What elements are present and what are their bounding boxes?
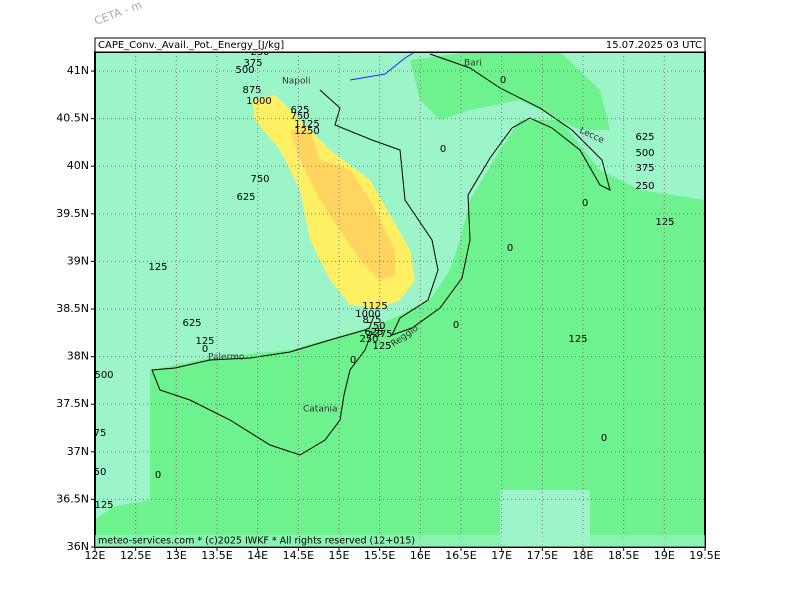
x-tick-label: 12.5E: [120, 549, 151, 562]
x-tick-label: 16.5E: [445, 549, 476, 562]
contour-label: 1000: [246, 96, 271, 107]
contour-label: 750: [250, 174, 269, 185]
low-cape-area: [95, 52, 705, 547]
contour-label: 625: [364, 327, 383, 338]
title: CAPE_Conv._Avail._Pot._Energy_[J/kg]: [98, 40, 284, 51]
contour-label: 0: [155, 470, 161, 481]
contour-label: 1250: [294, 126, 319, 137]
valid-time: 15.07.2025 03 UTC: [606, 40, 702, 51]
y-tick-label: 40.5N: [56, 112, 89, 125]
y-tick-label: 38.5N: [56, 302, 89, 315]
contour-label: 1125: [362, 301, 387, 312]
coastline: [319, 53, 611, 336]
contour-label: 875: [362, 315, 381, 326]
contour-label: 500: [94, 370, 113, 381]
map-area: 250 375 500 875 1000 625 750 1125 1250 7…: [94, 47, 705, 547]
x-tick-label: 19E: [654, 549, 675, 562]
y-tick-label: 41N: [67, 64, 89, 77]
city-label: Napoli: [282, 77, 310, 87]
y-tick-label: 36N: [67, 540, 89, 553]
contour-label: 1000: [355, 309, 380, 320]
contour-label: 625: [236, 192, 255, 203]
contour-label: 125: [568, 334, 587, 345]
x-tick-label: 12E: [85, 549, 106, 562]
x-tick-label: 18.5E: [608, 549, 639, 562]
contour-label: 75: [94, 428, 107, 439]
x-tick-label: 18E: [573, 549, 594, 562]
x-tick-label: 15E: [329, 549, 350, 562]
contour-label: 125: [372, 341, 391, 352]
x-tick-label: 13E: [166, 549, 187, 562]
contour-label: 625: [290, 105, 309, 116]
coastline: [151, 329, 373, 456]
contour-label: 0: [453, 320, 459, 331]
corner-label: CETA - m: [93, 0, 144, 28]
y-tick-label: 40N: [67, 159, 89, 172]
contour-label: 125: [148, 262, 167, 273]
x-tick-label: 14.5E: [283, 549, 314, 562]
footer: meteo-services.com * (c)2025 IWKF * All …: [98, 536, 415, 547]
x-tick-label: 17E: [491, 549, 512, 562]
contour-label: 375: [373, 329, 392, 340]
contour-label: 0: [440, 144, 446, 155]
contour-label: 625: [635, 132, 654, 143]
x-tick-label: 17.5E: [527, 549, 558, 562]
x-tick-label: 16E: [410, 549, 431, 562]
contour-label: 50: [94, 467, 107, 478]
contour-label: 0: [202, 344, 208, 355]
header-bar: [94, 37, 706, 53]
contour-label: 0: [601, 433, 607, 444]
city-label: Bari: [464, 59, 482, 69]
contour-label: 375: [635, 163, 654, 174]
contour-label: 250: [250, 47, 269, 58]
y-tick-label: 39.5N: [56, 207, 89, 220]
y-tick-label: 36.5N: [56, 492, 89, 505]
contour-label: 250: [359, 334, 378, 345]
river: [349, 52, 416, 81]
contour-label: 375: [243, 58, 262, 69]
y-tick-label: 37.5N: [56, 397, 89, 410]
contour-label: 750: [366, 321, 385, 332]
contour-label: 0: [507, 243, 513, 254]
y-tick-label: 37N: [67, 445, 89, 458]
city-label: Palermo: [208, 353, 245, 363]
contour-label: 125: [195, 336, 214, 347]
contour-label: 0: [500, 75, 506, 86]
contour-label: 750: [290, 111, 309, 122]
contour-label: 875: [242, 85, 261, 96]
contour-label: 1125: [294, 119, 319, 130]
contour-label: 500: [635, 148, 654, 159]
contour-label: 625: [182, 318, 201, 329]
contour-label: 500: [235, 65, 254, 76]
sea-patch: [95, 370, 590, 547]
x-tick-label: 14E: [247, 549, 268, 562]
contour-label: 125: [94, 500, 113, 511]
contour-label: 125: [655, 217, 674, 228]
y-tick-label: 39N: [67, 254, 89, 267]
contour-label: 0: [350, 355, 356, 366]
footer-bar: [95, 535, 705, 547]
contour-label: 250: [635, 181, 654, 192]
cape-orange: [290, 130, 395, 280]
x-tick-label: 15.5E: [364, 549, 395, 562]
city-label: Catania: [303, 405, 338, 415]
x-tick-label: 13.5E: [201, 549, 232, 562]
x-tick-label: 19.5E: [689, 549, 720, 562]
contour-label: 0: [582, 198, 588, 209]
y-tick-label: 38N: [67, 350, 89, 363]
